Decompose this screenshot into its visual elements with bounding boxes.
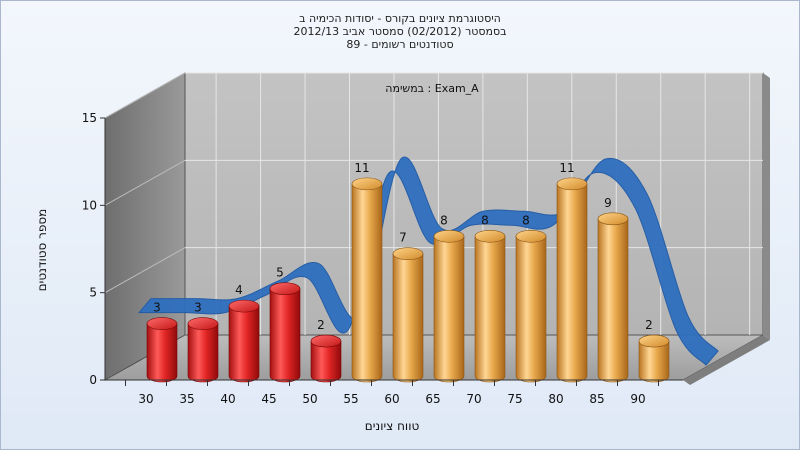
x-tick-label: 70 (466, 392, 481, 406)
x-tick-label: 80 (548, 392, 563, 406)
bar-body (228, 305, 260, 383)
bar-value-label: 9 (604, 196, 612, 210)
bar-body (392, 253, 424, 383)
x-tick-label: 30 (138, 392, 153, 406)
x-axis-ticks: 30 35 40 45 50 55 60 65 70 75 80 85 90 (125, 380, 659, 406)
bar-value-label: 2 (317, 318, 325, 332)
x-tick-label: 75 (507, 392, 522, 406)
bar-value-label: 11 (559, 161, 574, 175)
chart-title-line-3: סטודנטים רשומים - 89 (346, 38, 454, 51)
bar-value-label: 3 (153, 301, 161, 315)
x-tick-label: 35 (179, 392, 194, 406)
bar-body (474, 235, 506, 383)
bar-top (351, 177, 383, 191)
bar-90: 2 (638, 318, 670, 383)
bar-75: 8 (515, 213, 547, 383)
bar-body (515, 235, 547, 383)
y-tick-label: 10 (82, 198, 97, 212)
gridline-side (104, 247, 186, 294)
y-tick-label: 15 (82, 111, 97, 125)
bars-layer: 3 3 4 5 2 11 7 8 8 8 11 9 2 (146, 161, 670, 383)
y-tick-label: 5 (89, 286, 97, 300)
x-tick-label: 60 (384, 392, 399, 406)
x-axis-label: טווח ציונים (365, 419, 420, 433)
bar-body (187, 323, 219, 383)
bar-55: 11 (351, 161, 383, 383)
x-tick-label: 90 (630, 392, 645, 406)
bar-value-label: 2 (645, 318, 653, 332)
gridline-side (104, 72, 186, 119)
x-tick-label: 55 (343, 392, 358, 406)
chart-title-line-1: היסטוגרמת ציונים בקורס - יסודות הכימיה ב (299, 12, 501, 25)
bar-65: 8 (433, 213, 465, 383)
bar-body (146, 323, 178, 383)
x-tick-label: 85 (589, 392, 604, 406)
floor-edge-shadow (683, 335, 770, 385)
bar-top (597, 212, 629, 226)
bar-value-label: 4 (235, 283, 243, 297)
bar-top (187, 317, 219, 330)
bar-body (597, 218, 629, 383)
bar-value-label: 3 (194, 301, 202, 315)
bar-85: 9 (597, 196, 629, 383)
bar-body (351, 183, 383, 383)
bar-40: 4 (228, 283, 260, 383)
bar-top (228, 299, 260, 313)
bar-value-label: 5 (276, 266, 284, 280)
bar-top (433, 229, 465, 243)
bar-body (269, 288, 301, 383)
gridline-side (104, 159, 186, 206)
bar-body (310, 340, 342, 383)
x-tick-label: 45 (261, 392, 276, 406)
bar-value-label: 11 (354, 161, 369, 175)
bar-top (638, 334, 670, 348)
bar-value-label: 8 (481, 213, 489, 227)
x-tick-label: 65 (425, 392, 440, 406)
bar-70: 8 (474, 213, 506, 383)
bar-50: 2 (310, 318, 342, 383)
x-tick-label: 40 (220, 392, 235, 406)
bar-80: 11 (556, 161, 588, 383)
bar-35: 3 (187, 301, 219, 383)
bar-30: 3 (146, 301, 178, 383)
bar-value-label: 8 (440, 213, 448, 227)
bar-top (556, 177, 588, 191)
x-tick-label: 50 (302, 392, 317, 406)
y-axis-ticks: 0 5 10 15 (82, 111, 105, 387)
bar-body (556, 183, 588, 383)
y-axis-label: מספר סטודנטים (35, 209, 49, 292)
bar-body (638, 340, 670, 383)
bar-value-label: 8 (522, 213, 530, 227)
bar-top (392, 247, 424, 261)
right-depth-shadow (763, 73, 770, 340)
bar-body (433, 235, 465, 383)
chart-title-line-2: בסמסטר (02/2012) סמסטר אביב 2012/13 (293, 25, 507, 38)
bar-top (269, 282, 301, 295)
bar-top (310, 334, 342, 348)
chart-annotation: Exam_A : במשימה (385, 82, 479, 95)
bar-value-label: 7 (399, 231, 407, 245)
bar-top (474, 229, 506, 243)
bar-top (515, 229, 547, 243)
bar-60: 7 (392, 231, 424, 383)
y-tick-label: 0 (89, 373, 97, 387)
bar-45: 5 (269, 266, 301, 383)
bar-top (146, 317, 178, 330)
